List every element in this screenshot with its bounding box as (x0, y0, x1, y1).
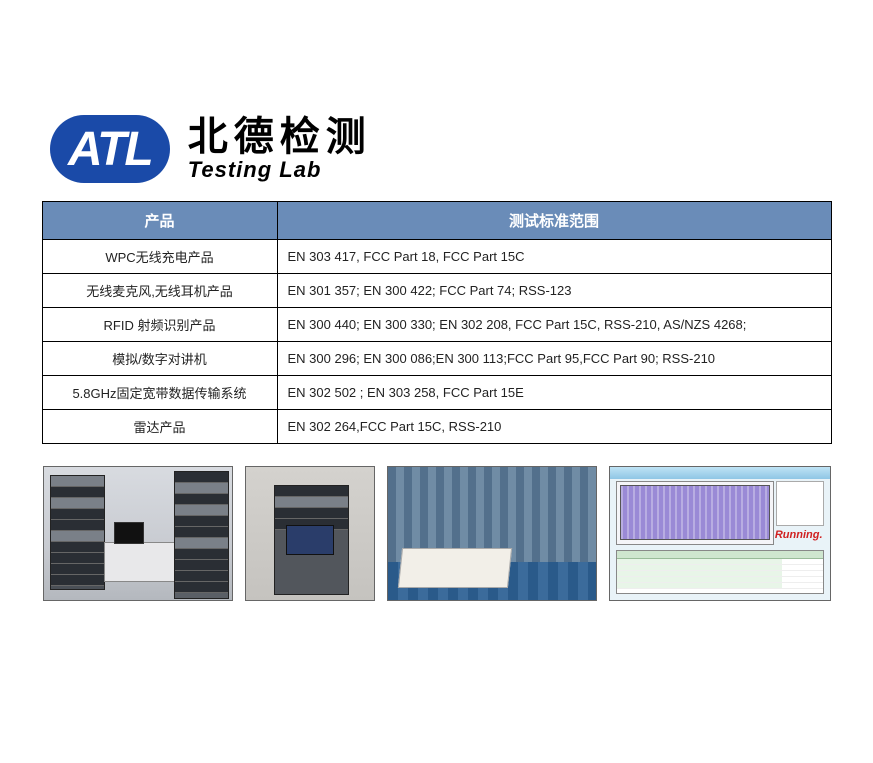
logo-chinese: 北德检测 (188, 117, 372, 157)
status-running-text: Running. (775, 529, 823, 541)
instrument-screen-icon (286, 525, 334, 555)
table-row: 雷达产品 EN 302 264,FCC Part 15C, RSS-210 (42, 410, 831, 444)
photo-anechoic-chamber (387, 466, 597, 601)
cell-standards: EN 302 264,FCC Part 15C, RSS-210 (277, 410, 831, 444)
table-row: 5.8GHz固定宽带数据传输系统 EN 302 502 ; EN 303 258… (42, 376, 831, 410)
page-root: ATL 北德检测 Testing Lab 产品 测试标准范围 WPC无线充电产品… (0, 0, 873, 601)
cell-product: 5.8GHz固定宽带数据传输系统 (42, 376, 277, 410)
cell-standards: EN 301 357; EN 300 422; FCC Part 74; RSS… (277, 274, 831, 308)
cell-product: RFID 射频识别产品 (42, 308, 277, 342)
col-standards-header: 测试标准范围 (277, 202, 831, 240)
equipment-rack-icon (50, 475, 105, 590)
result-list-icon (616, 550, 824, 594)
table-header-row: 产品 测试标准范围 (42, 202, 831, 240)
logo-badge: ATL (50, 115, 170, 183)
table-row: 模拟/数字对讲机 EN 300 296; EN 300 086;EN 300 1… (42, 342, 831, 376)
col-product-header: 产品 (42, 202, 277, 240)
table-row: 无线麦克风,无线耳机产品 EN 301 357; EN 300 422; FCC… (42, 274, 831, 308)
logo-english: Testing Lab (188, 159, 372, 181)
equipment-rack-icon (174, 471, 229, 599)
cell-standards: EN 302 502 ; EN 303 258, FCC Part 15E (277, 376, 831, 410)
logo-text: 北德检测 Testing Lab (188, 117, 372, 181)
cell-standards: EN 300 440; EN 300 330; EN 302 208, FCC … (277, 308, 831, 342)
cell-standards: EN 303 417, FCC Part 18, FCC Part 15C (277, 240, 831, 274)
monitor-icon (114, 522, 144, 544)
cell-product: 雷达产品 (42, 410, 277, 444)
table-row: WPC无线充电产品 EN 303 417, FCC Part 18, FCC P… (42, 240, 831, 274)
side-panel-icon (776, 481, 824, 526)
photo-lab-equipment-1 (43, 466, 233, 601)
cell-product: 无线麦克风,无线耳机产品 (42, 274, 277, 308)
desk-icon (104, 542, 176, 582)
standards-table: 产品 测试标准范围 WPC无线充电产品 EN 303 417, FCC Part… (42, 201, 832, 444)
cell-product: 模拟/数字对讲机 (42, 342, 277, 376)
window-titlebar-icon (610, 467, 830, 479)
photo-row: Running. (0, 444, 873, 601)
photo-software-screenshot: Running. (609, 466, 831, 601)
logo-badge-text: ATL (68, 122, 152, 177)
logo-block: ATL 北德检测 Testing Lab (0, 0, 873, 201)
spectrum-graph-icon (620, 485, 770, 540)
cell-product: WPC无线充电产品 (42, 240, 277, 274)
table-row: RFID 射频识别产品 EN 300 440; EN 300 330; EN 3… (42, 308, 831, 342)
cell-standards: EN 300 296; EN 300 086;EN 300 113;FCC Pa… (277, 342, 831, 376)
test-table-icon (397, 548, 511, 588)
photo-lab-equipment-2 (245, 466, 375, 601)
